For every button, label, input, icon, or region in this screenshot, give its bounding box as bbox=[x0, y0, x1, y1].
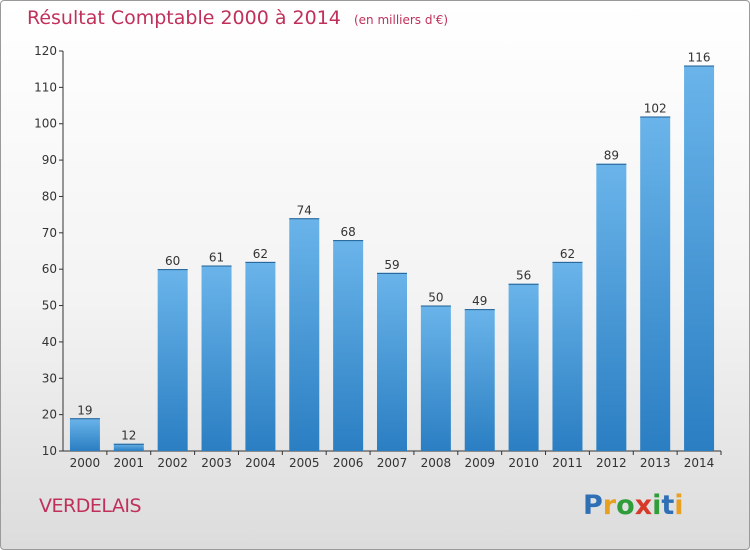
x-tick-label: 2013 bbox=[640, 456, 671, 470]
x-tick-label: 2006 bbox=[333, 456, 364, 470]
x-tick-label: 2005 bbox=[289, 456, 320, 470]
x-tick-label: 2009 bbox=[464, 456, 495, 470]
x-tick-label: 2003 bbox=[201, 456, 232, 470]
y-tick-label: 70 bbox=[42, 226, 57, 240]
chart-title: Résultat Comptable 2000 à 2014 bbox=[27, 7, 341, 29]
proxiti-logo: Proxiti bbox=[583, 490, 684, 521]
bar-value-label: 89 bbox=[604, 149, 619, 163]
bar bbox=[420, 305, 451, 451]
y-tick-label: 10 bbox=[42, 444, 57, 458]
bar bbox=[596, 163, 627, 451]
x-tick-label: 2011 bbox=[552, 456, 583, 470]
logo-letter: P bbox=[583, 490, 603, 521]
bar-value-label: 74 bbox=[297, 203, 312, 217]
logo-letter: i bbox=[652, 490, 662, 521]
bar-value-label: 61 bbox=[209, 251, 224, 265]
bar bbox=[508, 283, 539, 451]
bar bbox=[552, 261, 583, 451]
y-tick-label: 120 bbox=[34, 44, 57, 58]
x-tick-label: 2008 bbox=[421, 456, 452, 470]
bar-value-label: 62 bbox=[560, 247, 575, 261]
bar bbox=[464, 309, 495, 451]
bar-value-label: 102 bbox=[644, 101, 667, 115]
bar-value-label: 12 bbox=[121, 429, 136, 443]
logo-letter: r bbox=[602, 490, 617, 521]
x-tick-label: 2012 bbox=[596, 456, 627, 470]
bar bbox=[377, 272, 407, 451]
y-tick-label: 20 bbox=[42, 408, 57, 422]
y-tick-label: 60 bbox=[42, 262, 57, 276]
y-tick-label: 30 bbox=[42, 371, 57, 385]
bar-value-label: 56 bbox=[516, 269, 531, 283]
place-name: VERDELAIS bbox=[39, 495, 142, 517]
logo-letter: x bbox=[634, 490, 653, 521]
bar bbox=[245, 261, 276, 451]
x-tick-label: 2001 bbox=[114, 456, 145, 470]
title-block: Résultat Comptable 2000 à 2014 (en milli… bbox=[27, 7, 448, 29]
y-tick-label: 100 bbox=[34, 117, 57, 131]
bar bbox=[333, 240, 364, 451]
bar bbox=[113, 443, 144, 451]
bar-value-label: 60 bbox=[165, 254, 180, 268]
bar-value-label: 68 bbox=[340, 225, 355, 239]
bar bbox=[640, 116, 671, 452]
bar bbox=[684, 65, 715, 451]
x-tick-label: 2002 bbox=[157, 456, 188, 470]
bar-value-label: 19 bbox=[77, 403, 92, 417]
x-tick-label: 2007 bbox=[377, 456, 408, 470]
logo-letter: i bbox=[674, 490, 684, 521]
x-tick-label: 2004 bbox=[245, 456, 276, 470]
x-tick-label: 2014 bbox=[684, 456, 715, 470]
bar bbox=[289, 218, 320, 451]
y-tick-label: 90 bbox=[42, 153, 57, 167]
y-tick-label: 40 bbox=[42, 335, 57, 349]
y-tick-label: 50 bbox=[42, 299, 57, 313]
bar-value-label: 116 bbox=[688, 51, 711, 65]
chart-subtitle: (en milliers d'€) bbox=[353, 13, 449, 27]
bar bbox=[157, 269, 188, 451]
bar-value-label: 50 bbox=[428, 291, 443, 305]
bar-value-label: 49 bbox=[472, 294, 487, 308]
y-tick-label: 110 bbox=[34, 80, 57, 94]
x-tick-label: 2000 bbox=[70, 456, 101, 470]
y-tick-label: 80 bbox=[42, 189, 57, 203]
bar-value-label: 59 bbox=[384, 258, 399, 272]
logo-letter: o bbox=[616, 490, 635, 521]
x-tick-label: 2010 bbox=[508, 456, 539, 470]
bar bbox=[69, 418, 100, 451]
logo-letter: t bbox=[661, 490, 675, 521]
bar-value-label: 62 bbox=[253, 247, 268, 261]
bar bbox=[201, 265, 232, 451]
